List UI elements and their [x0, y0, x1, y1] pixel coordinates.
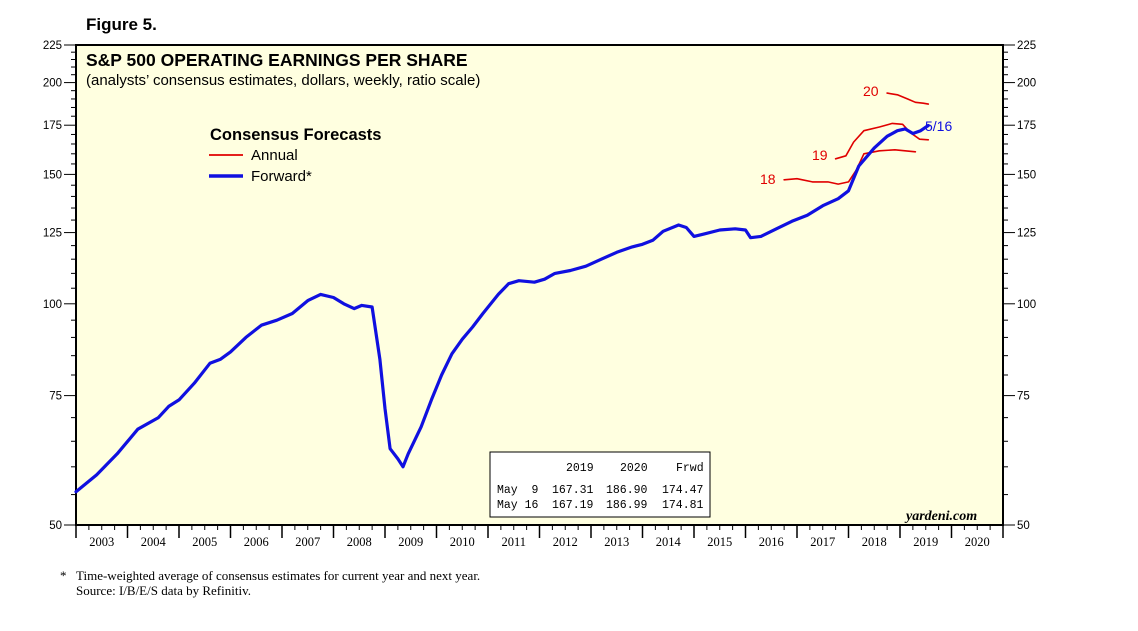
x-tick-label: 2016 — [759, 535, 784, 549]
x-tick-label: 2017 — [810, 535, 835, 549]
table-row1-2019: 167.31 — [552, 484, 594, 497]
series-label-20: 20 — [863, 83, 879, 99]
plot-area — [75, 44, 1004, 526]
axis-ticks — [64, 44, 1015, 538]
x-tick-label: 2003 — [89, 535, 114, 549]
legend-forward-label: Forward* — [251, 168, 312, 185]
figure-label: Figure 5. — [86, 15, 157, 34]
y-tick-label-left: 150 — [43, 169, 62, 181]
y-tick-label-right: 175 — [1017, 120, 1036, 132]
table-col-2019: 2019 — [566, 462, 594, 475]
series-line-forward — [74, 123, 930, 494]
y-axis-labels: 50 50 75 75 100 100 125 125 150 150 175 175 200 200 22… — [43, 40, 1036, 532]
footnote-star: * — [60, 568, 67, 583]
x-tick-label: 2007 — [295, 535, 320, 549]
table-row2-2019: 167.19 — [552, 499, 594, 512]
x-tick-label: 2006 — [244, 535, 269, 549]
y-tick-label-left: 175 — [43, 120, 62, 132]
y-tick-label-right: 100 — [1017, 299, 1036, 311]
y-tick-label-right: 75 — [1017, 391, 1030, 403]
table-row2-date: May 16 — [497, 499, 539, 512]
x-tick-label: 2014 — [656, 535, 682, 549]
x-tick-label: 2013 — [604, 535, 629, 549]
x-tick-label: 2009 — [398, 535, 423, 549]
table-col-2020: 2020 — [620, 462, 648, 475]
x-tick-label: 2004 — [141, 535, 167, 549]
chart-subtitle: (analysts’ consensus estimates, dollars,… — [86, 72, 480, 89]
series-label-18: 18 — [760, 171, 776, 187]
y-tick-label-right: 225 — [1017, 40, 1036, 52]
y-tick-label-right: 150 — [1017, 169, 1036, 181]
y-tick-label-left: 75 — [49, 391, 62, 403]
y-tick-label-right: 125 — [1017, 228, 1036, 240]
y-tick-label-left: 200 — [43, 78, 62, 90]
x-tick-label: 2011 — [501, 535, 526, 549]
end-date-label: 5/16 — [925, 118, 952, 134]
x-tick-label: 2015 — [707, 535, 732, 549]
x-tick-label: 2020 — [965, 535, 990, 549]
table-row2-frwd: 174.81 — [662, 499, 704, 512]
y-tick-label-left: 225 — [43, 40, 62, 52]
legend-annual-label: Annual — [251, 147, 298, 164]
series-label-19: 19 — [812, 147, 828, 163]
series-line-annual-18 — [783, 149, 917, 185]
legend: Consensus Forecasts Annual Forward* — [209, 126, 381, 185]
footnote-line2: Source: I/B/E/S data by Refinitiv. — [76, 583, 251, 598]
y-tick-label-left: 50 — [49, 520, 62, 532]
data-table: 2019 2020 Frwd May 9 167.31 186.90 174.4… — [489, 451, 711, 518]
table-col-frwd: Frwd — [676, 462, 704, 475]
table-row1-2020: 186.90 — [606, 484, 648, 497]
footnote-line1: Time-weighted average of consensus estim… — [76, 568, 480, 583]
series-group — [74, 92, 930, 494]
source-brand: yardeni.com — [904, 509, 977, 524]
x-tick-label: 2008 — [347, 535, 372, 549]
x-axis-labels: 2003 2004 2005 2006 2007 2008 2009 2010 2011 2012… — [89, 535, 990, 549]
x-tick-label: 2010 — [450, 535, 475, 549]
x-tick-label: 2012 — [553, 535, 578, 549]
x-tick-label: 2018 — [862, 535, 887, 549]
table-row2-2020: 186.99 — [606, 499, 648, 512]
series-line-annual-19 — [834, 122, 930, 160]
x-tick-label: 2005 — [192, 535, 217, 549]
y-tick-label-right: 200 — [1017, 78, 1036, 90]
y-tick-label-left: 125 — [43, 228, 62, 240]
legend-title: Consensus Forecasts — [210, 126, 381, 144]
y-tick-label-right: 50 — [1017, 520, 1030, 532]
table-row1-date: May 9 — [497, 484, 539, 497]
y-tick-label-left: 100 — [43, 299, 62, 311]
series-line-annual-20 — [886, 92, 930, 105]
chart-title: S&P 500 OPERATING EARNINGS PER SHARE — [86, 50, 468, 70]
table-row1-frwd: 174.47 — [662, 484, 703, 497]
x-tick-label: 2019 — [913, 535, 938, 549]
